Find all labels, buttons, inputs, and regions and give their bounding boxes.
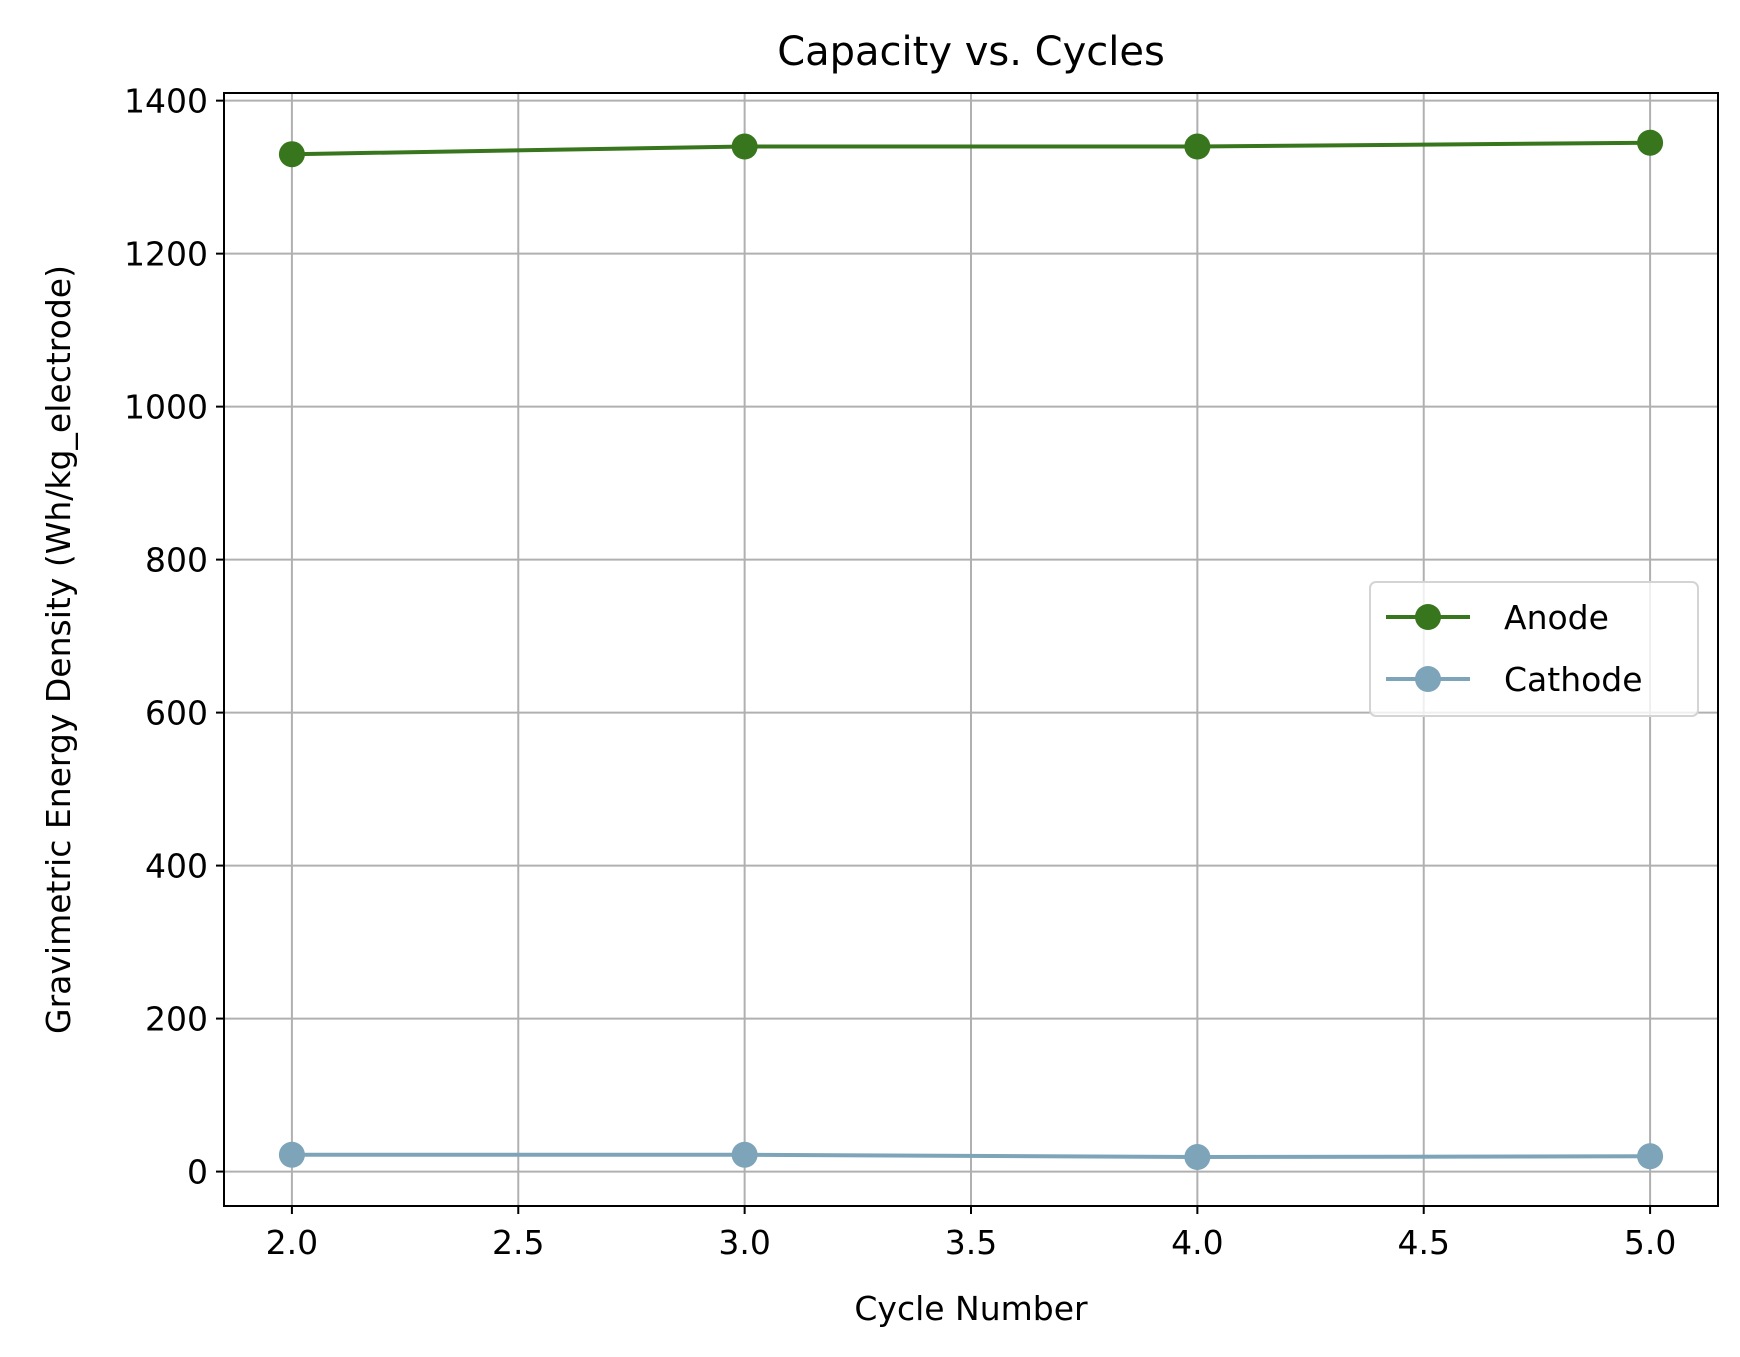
y-tick-label: 200 — [145, 1000, 208, 1039]
x-tick-label: 2.5 — [492, 1223, 544, 1262]
series-layer — [278, 129, 1664, 1171]
y-axis-title: Gravimetric Energy Density (Wh/kg_electr… — [39, 265, 78, 1034]
x-axis-title: Cycle Number — [854, 1289, 1088, 1328]
y-tick-label: 1400 — [124, 82, 208, 121]
cathode-legend-marker — [1415, 666, 1441, 692]
cathode-legend-label: Cathode — [1504, 660, 1643, 699]
cathode-data-point — [278, 1141, 305, 1168]
y-tick-label: 1200 — [124, 235, 208, 274]
anode-data-point — [1184, 133, 1211, 160]
cathode-data-point — [1637, 1143, 1664, 1170]
y-tick-label: 600 — [145, 694, 208, 733]
x-tick-label: 5.0 — [1624, 1223, 1676, 1262]
legend: Anode Cathode — [1369, 581, 1699, 717]
y-tick-label: 400 — [145, 847, 208, 886]
cathode-series-line — [291, 1152, 1651, 1160]
x-tick-label: 3.0 — [718, 1223, 770, 1262]
x-tick-label: 3.5 — [945, 1223, 997, 1262]
x-tick-label: 4.0 — [1171, 1223, 1223, 1262]
y-tick-label: 1000 — [124, 388, 208, 427]
axis-ticks: 2.0 2.5 3.0 3.5 4.0 4.5 5.0 0 200 400 600 800 1000 12… — [124, 82, 1676, 1262]
cathode-data-point — [1184, 1144, 1211, 1171]
anode-legend-marker — [1415, 604, 1441, 630]
anode-legend-label: Anode — [1504, 598, 1609, 637]
y-tick-label: 800 — [145, 541, 208, 580]
y-tick-label: 0 — [187, 1153, 208, 1192]
x-tick-label: 2.0 — [266, 1223, 318, 1262]
anode-data-point — [1637, 129, 1664, 156]
chart-title: Capacity vs. Cycles — [777, 29, 1165, 75]
anode-series-line — [291, 140, 1651, 157]
anode-data-point — [731, 133, 758, 160]
cathode-data-point — [731, 1141, 758, 1168]
anode-data-point — [278, 141, 305, 168]
x-tick-label: 4.5 — [1397, 1223, 1449, 1262]
